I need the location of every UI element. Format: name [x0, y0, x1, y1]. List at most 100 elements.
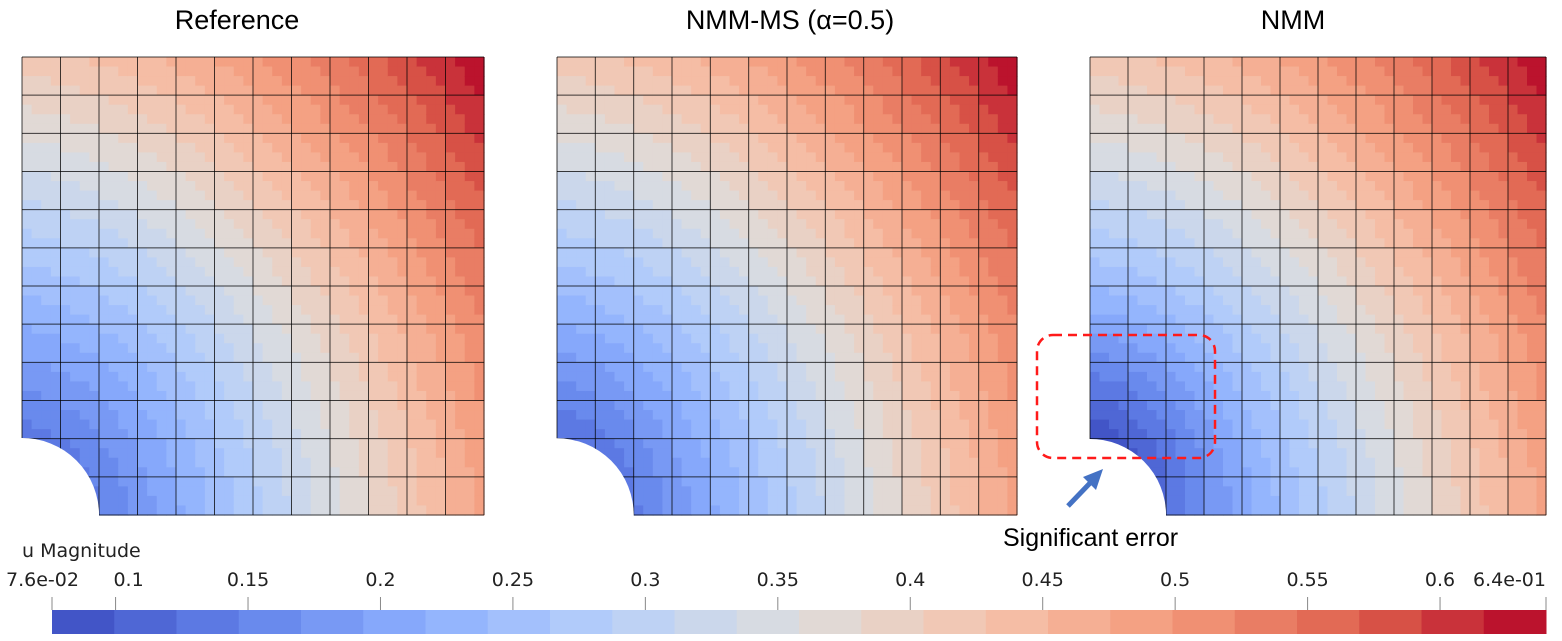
field-cell: [70, 142, 81, 154]
field-cell: [166, 257, 177, 268]
field-cell: [291, 66, 302, 77]
field-cell: [368, 352, 379, 363]
field-cell: [911, 362, 922, 373]
field-cell: [185, 266, 196, 278]
field-cell: [806, 76, 817, 87]
field-cell: [921, 448, 932, 459]
field-cell: [358, 200, 370, 211]
field-cell: [604, 152, 616, 163]
field-cell: [949, 314, 961, 325]
field-cell: [796, 410, 807, 421]
field-cell: [969, 505, 980, 516]
field-cell: [397, 381, 408, 392]
field-cell: [633, 209, 644, 220]
field-cell: [262, 219, 273, 230]
field-cell: [79, 286, 90, 297]
field-cell: [387, 276, 398, 287]
field-cell: [710, 410, 721, 421]
field-cell: [729, 305, 740, 316]
field-cell: [815, 85, 826, 96]
field-cell: [79, 133, 90, 144]
field-cell: [301, 486, 312, 497]
field-cell: [358, 95, 370, 106]
field-cell: [806, 219, 817, 230]
field-cell: [576, 266, 587, 278]
field-cell: [710, 228, 721, 239]
field-cell: [566, 429, 577, 440]
field-cell: [691, 161, 702, 173]
field-cell: [281, 66, 293, 77]
field-cell: [60, 390, 71, 402]
field-cell: [358, 228, 370, 239]
field-cell: [834, 85, 846, 96]
field-cell: [291, 390, 302, 402]
field-cell: [672, 486, 683, 497]
field-cell: [1137, 76, 1148, 87]
field-cell: [310, 57, 321, 68]
field-cell: [672, 114, 683, 125]
field-cell: [614, 324, 625, 335]
field-cell: [767, 104, 779, 115]
field-cell: [997, 333, 1009, 344]
field-cell: [368, 219, 379, 230]
field-cell: [748, 85, 759, 96]
field-cell: [767, 200, 779, 211]
field-cell: [79, 400, 90, 411]
field-cell: [892, 104, 903, 115]
field-cell: [79, 209, 90, 220]
field-cell: [60, 438, 71, 449]
field-cell: [997, 219, 1009, 230]
field-cell: [272, 104, 283, 115]
field-cell: [233, 314, 244, 325]
field-cell: [214, 314, 225, 325]
panel-nmm-ms: [555, 56, 1018, 517]
field-cell: [604, 419, 616, 430]
field-cell: [911, 161, 922, 173]
field-cell: [253, 85, 264, 96]
field-cell: [691, 238, 702, 249]
field-cell: [127, 190, 139, 201]
field-cell: [863, 228, 874, 239]
field-cell: [643, 181, 654, 192]
field-cell: [253, 467, 264, 478]
field-cell: [79, 381, 90, 392]
field-cell: [1147, 66, 1158, 77]
field-cell: [777, 438, 788, 449]
field-cell: [426, 247, 437, 258]
field-cell: [1090, 324, 1101, 335]
field-cell: [700, 95, 711, 106]
field-cell: [455, 114, 466, 125]
field-cell: [748, 266, 759, 278]
field-cell: [127, 238, 139, 249]
field-cell: [767, 295, 779, 306]
field-cell: [595, 85, 606, 96]
field-cell: [892, 200, 903, 211]
field-cell: [185, 114, 196, 125]
field-cell: [435, 142, 447, 154]
field-cell: [949, 505, 961, 516]
field-cell: [397, 324, 408, 335]
field-cell: [873, 190, 884, 201]
field-cell: [748, 333, 759, 344]
field-cell: [882, 257, 894, 268]
field-cell: [930, 133, 941, 144]
field-cell: [633, 104, 644, 115]
field-cell: [137, 438, 148, 449]
field-cell: [969, 495, 980, 507]
field-cell: [416, 104, 427, 115]
field-cell: [806, 295, 817, 306]
field-cell: [643, 429, 654, 440]
field-cell: [70, 76, 81, 87]
field-cell: [224, 419, 235, 430]
field-cell: [604, 448, 616, 459]
field-cell: [320, 209, 331, 220]
field-cell: [739, 495, 750, 507]
field-cell: [662, 276, 673, 287]
field-cell: [739, 181, 750, 192]
field-cell: [892, 333, 903, 344]
field-cell: [99, 266, 110, 278]
field-cell: [691, 352, 702, 363]
field-cell: [940, 76, 951, 87]
field-cell: [464, 152, 475, 163]
field-cell: [214, 57, 225, 68]
